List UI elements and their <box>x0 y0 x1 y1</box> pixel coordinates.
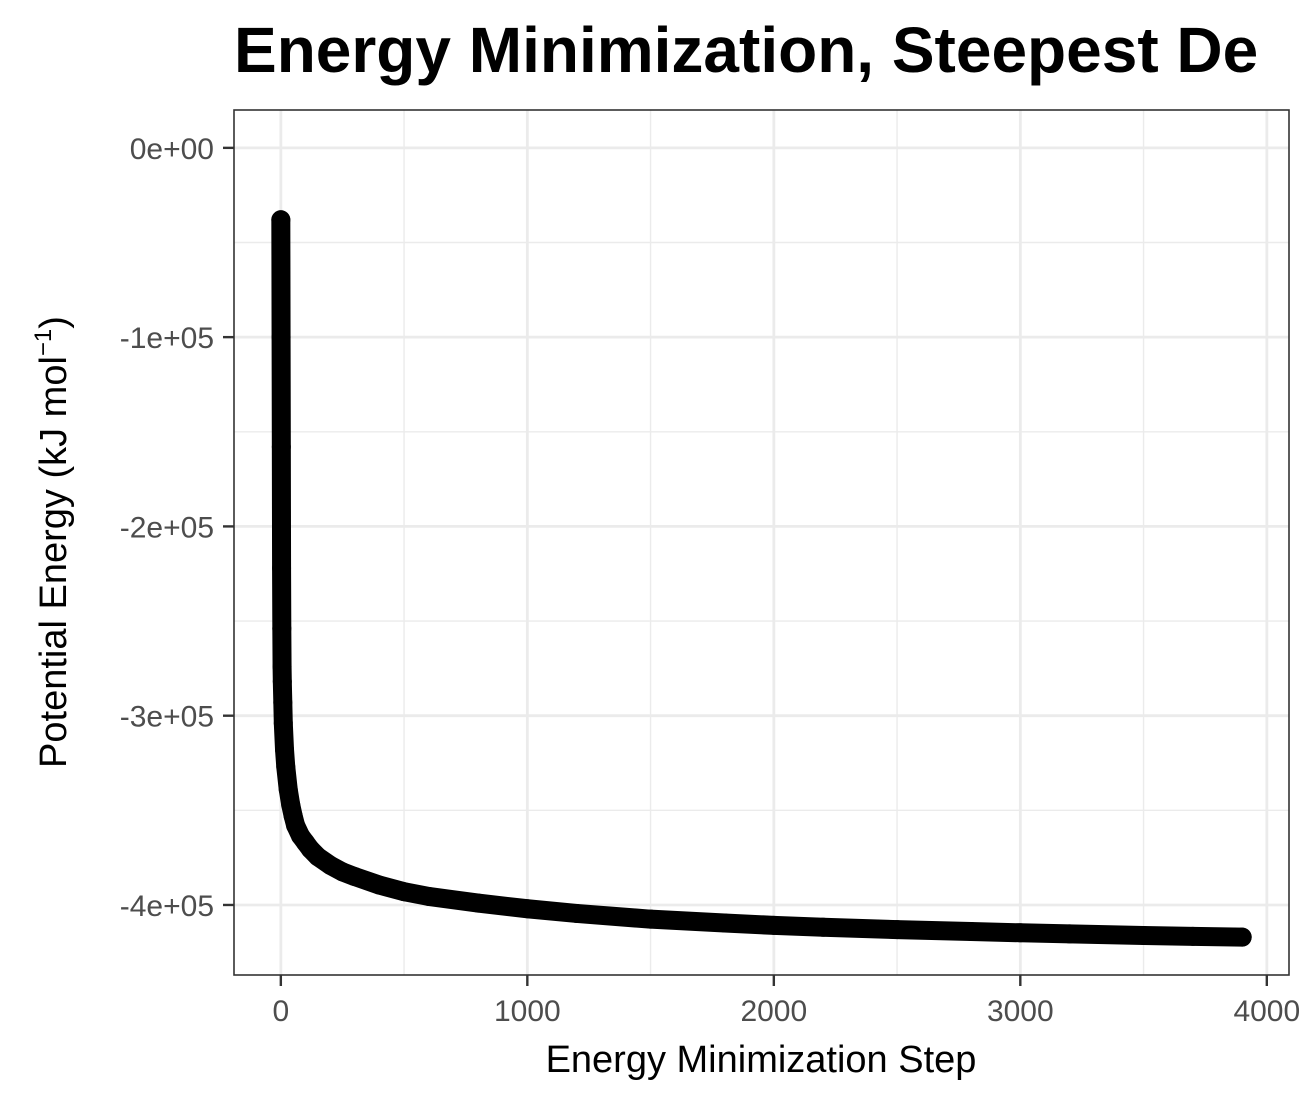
data-point <box>419 886 439 906</box>
data-point <box>1134 925 1154 945</box>
data-point <box>517 899 537 919</box>
data-point <box>764 915 784 935</box>
x-tick-label: 1000 <box>494 995 561 1028</box>
data-point <box>276 757 296 777</box>
data-point <box>272 672 292 692</box>
y-tick-label: -3e+05 <box>120 701 214 734</box>
x-axis-title: Energy Minimization Step <box>546 1039 977 1081</box>
data-point <box>394 882 414 902</box>
data-point <box>641 909 661 929</box>
data-point <box>1060 924 1080 944</box>
data-point <box>273 692 293 712</box>
data-point <box>369 875 389 895</box>
y-axis-title-main: Potential Energy (kJ mol <box>33 356 75 768</box>
y-axis-title-close: ) <box>33 316 75 329</box>
data-point <box>813 917 833 937</box>
data-point <box>273 713 293 733</box>
data-point <box>272 558 292 578</box>
data-series <box>271 210 1252 947</box>
data-point <box>887 920 907 940</box>
plot-panel-border <box>233 109 1290 976</box>
y-axis: 0e+00 -1e+05 -2e+05 -3e+05 -4e+05 <box>120 133 234 923</box>
y-tick-label: -1e+05 <box>120 322 214 355</box>
data-point <box>1183 926 1203 946</box>
data-point <box>272 656 292 676</box>
major-grid <box>234 110 1289 975</box>
x-tick-label: 3000 <box>987 995 1054 1028</box>
minor-grid <box>234 110 1289 975</box>
y-tick-label: -4e+05 <box>120 890 214 923</box>
data-point <box>271 327 291 347</box>
data-point <box>278 780 298 800</box>
y-axis-title: Potential Energy (kJ mol−1) <box>30 316 75 768</box>
data-point <box>1010 923 1030 943</box>
y-tick-label: -2e+05 <box>120 511 214 544</box>
x-tick-label: 2000 <box>740 995 807 1028</box>
x-axis: 0 1000 2000 3000 4000 <box>272 975 1300 1028</box>
x-tick-label: 4000 <box>1233 995 1300 1028</box>
x-tick-label: 0 <box>272 995 289 1028</box>
y-tick-label: 0e+00 <box>130 133 214 166</box>
data-point <box>345 867 365 887</box>
data-point <box>272 619 292 639</box>
data-point <box>271 437 291 457</box>
data-point <box>567 903 587 923</box>
y-axis-title-superscript: −1 <box>30 329 57 356</box>
data-point <box>275 740 295 760</box>
data-point <box>961 921 981 941</box>
plot-panel-background <box>234 110 1289 975</box>
data-point <box>468 893 488 913</box>
chart-title: Energy Minimization, Steepest De <box>234 14 1258 86</box>
data-point <box>1232 927 1252 947</box>
data-point <box>271 210 291 230</box>
data-point <box>715 913 735 933</box>
